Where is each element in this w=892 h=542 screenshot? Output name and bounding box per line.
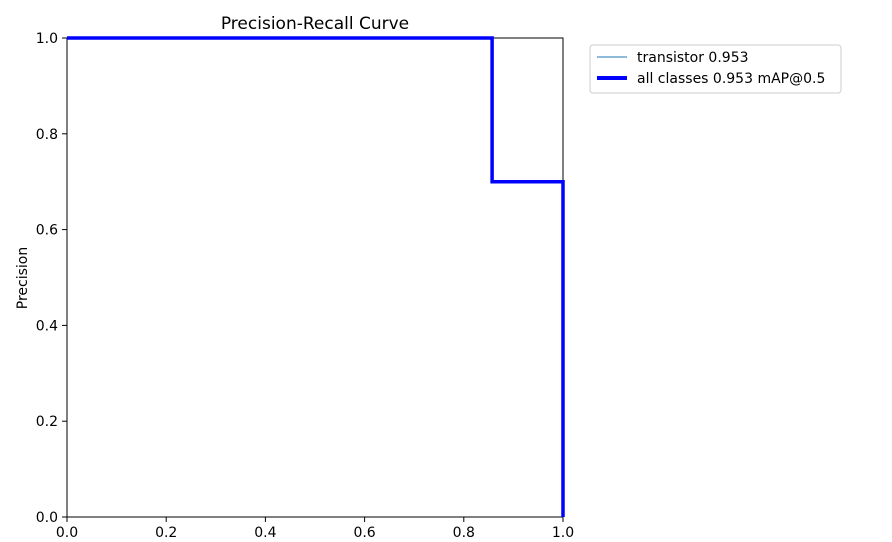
x-tick-label: 1.0 — [552, 525, 574, 541]
legend-label-transistor: transistor 0.953 — [637, 50, 749, 66]
chart-title: Precision-Recall Curve — [221, 14, 409, 34]
y-axis-ticks: 0.0 0.2 0.4 0.6 0.8 1.0 — [36, 31, 67, 526]
y-tick-label: 0.0 — [36, 510, 58, 526]
x-tick-label: 0.6 — [353, 525, 375, 541]
y-tick-label: 1.0 — [36, 31, 58, 47]
x-tick-label: 0.0 — [56, 525, 78, 541]
x-tick-label: 0.8 — [453, 525, 475, 541]
legend-label-all-classes: all classes 0.953 mAP@0.5 — [637, 71, 825, 87]
y-axis-label: Precision — [15, 247, 31, 309]
legend-box — [589, 44, 842, 94]
y-tick-label: 0.4 — [36, 318, 58, 334]
x-tick-label: 0.2 — [155, 525, 177, 541]
series-line-1 — [67, 36, 565, 517]
y-tick-label: 0.8 — [36, 127, 58, 143]
x-tick-label: 0.4 — [254, 525, 276, 541]
x-axis-ticks: 0.0 0.2 0.4 0.6 0.8 1.0 — [56, 517, 574, 541]
y-tick-label: 0.2 — [36, 414, 58, 430]
series-lines — [67, 36, 565, 517]
y-tick-label: 0.6 — [36, 223, 58, 239]
legend: transistor 0.953 all classes 0.953 mAP@0… — [589, 44, 842, 94]
